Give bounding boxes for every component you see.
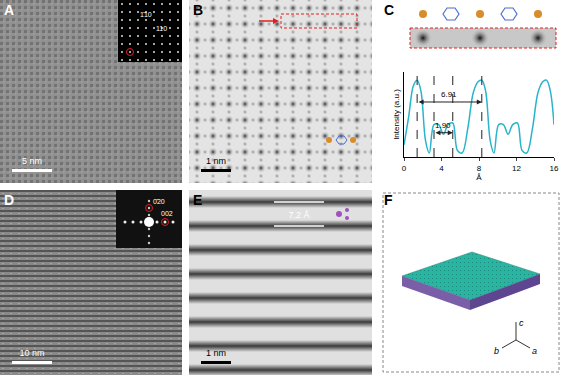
svg-text:6.91: 6.91 bbox=[441, 90, 457, 99]
svg-text:c: c bbox=[519, 318, 524, 328]
html-text:D: D bbox=[4, 192, 15, 208]
svg-text:0: 0 bbox=[402, 164, 407, 173]
html-text:B: B bbox=[193, 2, 204, 18]
html-text:C: C bbox=[384, 2, 395, 18]
svg-text:0̄20: 0̄20 bbox=[153, 198, 165, 205]
svg-text:16: 16 bbox=[550, 164, 559, 173]
svg-text:110: 110 bbox=[156, 25, 167, 32]
svg-text:1̄10: 1̄10 bbox=[140, 11, 152, 18]
html-text:A: A bbox=[4, 2, 15, 18]
svg-text:1 nm: 1 nm bbox=[206, 348, 226, 358]
svg-text:a: a bbox=[532, 346, 537, 356]
svg-text:1.90: 1.90 bbox=[435, 121, 451, 130]
svg-text:7.2 Å: 7.2 Å bbox=[288, 210, 309, 220]
svg-text:12: 12 bbox=[512, 164, 521, 173]
svg-text:Intensity (a.u.): Intensity (a.u.) bbox=[392, 89, 401, 140]
svg-text:002: 002 bbox=[161, 210, 173, 217]
svg-text:1 nm: 1 nm bbox=[206, 156, 226, 166]
svg-text:b: b bbox=[494, 346, 499, 356]
svg-text:5 nm: 5 nm bbox=[22, 156, 42, 166]
svg-text:Å: Å bbox=[476, 173, 482, 182]
svg-text:8: 8 bbox=[477, 164, 482, 173]
html-text:F: F bbox=[384, 192, 393, 208]
svg-text:4: 4 bbox=[439, 164, 444, 173]
html-text:E: E bbox=[193, 192, 203, 208]
svg-text:10 nm: 10 nm bbox=[19, 348, 44, 358]
